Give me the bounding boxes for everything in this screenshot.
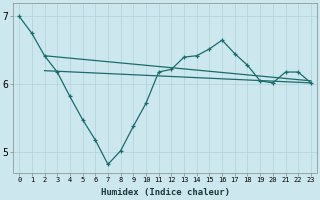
X-axis label: Humidex (Indice chaleur): Humidex (Indice chaleur): [100, 188, 229, 197]
